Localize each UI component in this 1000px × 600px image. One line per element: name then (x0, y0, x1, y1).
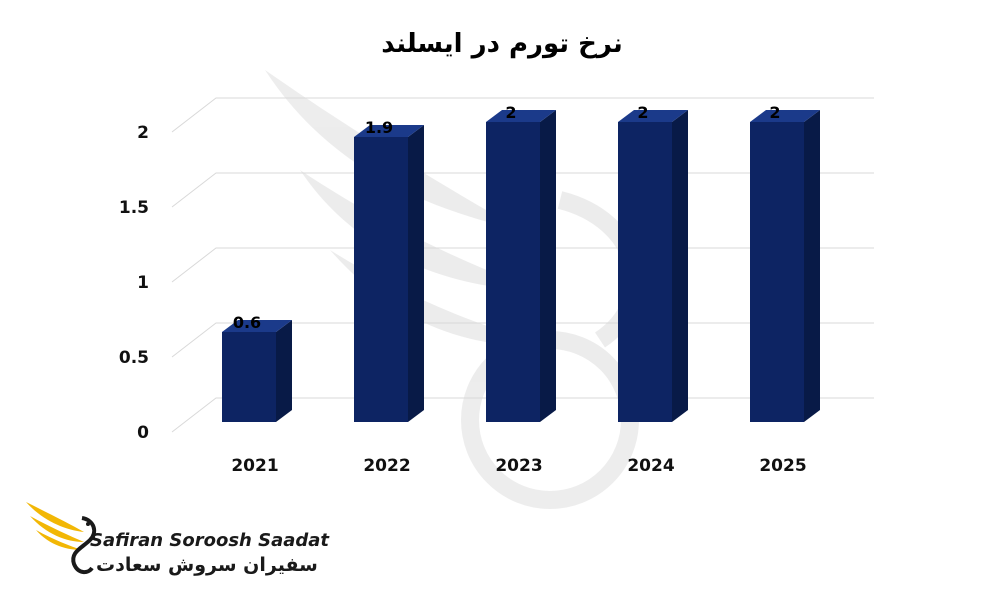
bar-side-2024 (672, 110, 688, 422)
data-label-2021: 0.6 (233, 313, 261, 332)
bar-top-2022 (354, 125, 424, 137)
bar-2022 (354, 125, 424, 422)
y-tick-label-0: 0 (137, 423, 149, 443)
bar-front-2024 (618, 122, 672, 422)
brand-name-en: Safiran Soroosh Saadat (90, 530, 330, 551)
x-tick-label-2021: 2021 (231, 456, 278, 476)
x-tick-label-2025: 2025 (759, 456, 806, 476)
data-label-2025: 2 (769, 103, 780, 122)
bar-top-2025 (750, 110, 820, 122)
bar-front-2021 (222, 332, 276, 422)
bar-side-2025 (804, 110, 820, 422)
x-tick-label-2022: 2022 (363, 456, 410, 476)
x-tick-label-2024: 2024 (627, 456, 674, 476)
y-tick-label-4: 2 (137, 123, 149, 143)
bar-top-2023 (486, 110, 556, 122)
y-tick-label-3: 1.5 (119, 198, 149, 218)
bar-front-2025 (750, 122, 804, 422)
y-tick-label-1: 0.5 (119, 348, 149, 368)
bar-side-2022 (408, 125, 424, 422)
brand-name-fa: سفیران سروش سعادت (96, 554, 318, 576)
bar-2025 (750, 110, 820, 422)
y-tick-label-2: 1 (137, 273, 149, 293)
wing-logo-icon (26, 502, 97, 575)
data-label-2022: 1.9 (365, 118, 393, 137)
bar-side-2021 (276, 320, 292, 422)
bar-2021 (222, 320, 292, 422)
chart-title: نرخ تورم در ایسلند (381, 29, 623, 59)
bar-side-2023 (540, 110, 556, 422)
bar-2023 (486, 110, 556, 422)
bar-2024 (618, 110, 688, 422)
gridline-4 (171, 97, 874, 133)
data-label-2024: 2 (637, 103, 648, 122)
data-label-2023: 2 (505, 103, 516, 122)
brand-logo: Safiran Soroosh Saadat سفیران سروش سعادت (22, 490, 329, 585)
bar-front-2023 (486, 122, 540, 422)
watermark-logo (265, 70, 644, 509)
bar-top-2021 (222, 320, 292, 332)
bar-front-2022 (354, 137, 408, 422)
bar-top-2024 (618, 110, 688, 122)
x-tick-label-2023: 2023 (495, 456, 542, 476)
